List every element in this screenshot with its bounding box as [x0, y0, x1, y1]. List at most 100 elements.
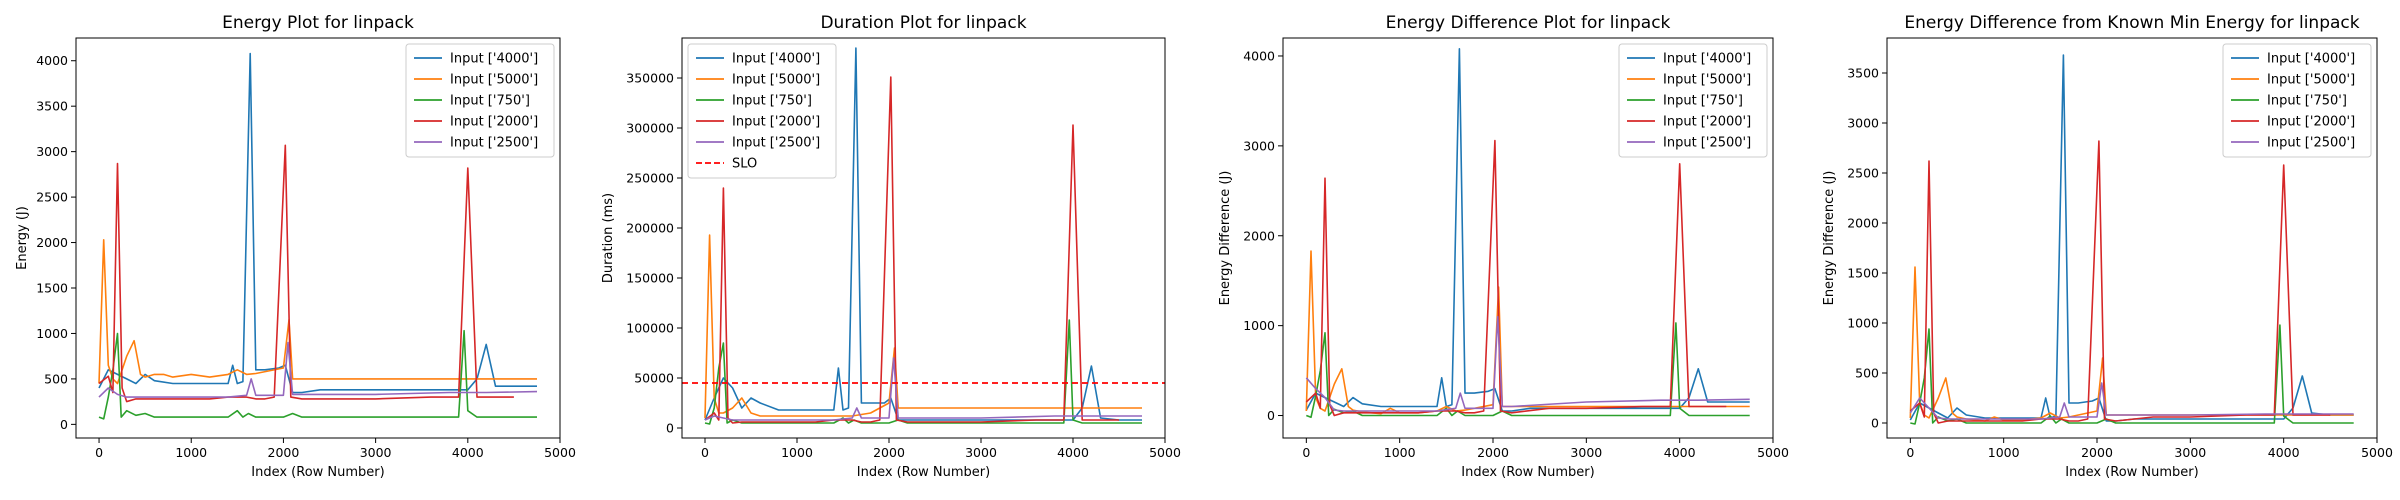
y-tick-label: 4000 [1243, 48, 1275, 63]
x-tick-label: 5000 [1757, 445, 1789, 460]
legend-label: Input ['2500'] [450, 136, 538, 151]
legend-label: Input ['5000'] [732, 73, 820, 88]
legend-label: Input ['2500'] [1663, 136, 1751, 151]
legend-label: Input ['5000'] [450, 73, 538, 88]
legend-label: Input ['2500'] [2267, 136, 2355, 151]
legend-box [405, 43, 555, 158]
legend-label: Input ['750'] [450, 94, 530, 109]
series-line-1 [704, 47, 1142, 421]
y-tick-label: 500 [44, 371, 68, 386]
x-tick-label: 1000 [175, 445, 207, 460]
y-tick-label: 250000 [626, 171, 674, 186]
legend-box [2222, 43, 2372, 158]
x-axis-label: Index (Row Number) [857, 465, 990, 480]
legend-label: Input ['750'] [1663, 94, 1743, 109]
y-tick-label: 3000 [36, 144, 68, 159]
y-axis-label: Energy Difference (J) [1218, 171, 1233, 306]
x-tick-label: 4000 [2268, 445, 2300, 460]
series-group [1909, 54, 2354, 425]
plot-frame [75, 37, 561, 439]
y-axis-label: Energy Difference (J) [1822, 171, 1837, 306]
x-tick-label: 5000 [2361, 445, 2393, 460]
plot-frame [1282, 37, 1774, 439]
series-line-4 [98, 144, 514, 403]
series-line-5 [704, 357, 1142, 421]
chart-title: Duration Plot for linpack [820, 13, 1026, 33]
y-tick-label: 500 [1855, 366, 1879, 381]
legend-label: Input ['5000'] [2267, 73, 2355, 88]
y-axis-label: Duration (ms) [601, 193, 616, 283]
x-tick-label: 4000 [1664, 445, 1696, 460]
y-tick-label: 4000 [36, 53, 68, 68]
chart-panel-1: Energy Plot for linpack 0 1000 2000 3000 4000… [15, 13, 576, 480]
chart-title: Energy Plot for linpack [222, 13, 414, 33]
x-tick-label: 1000 [781, 445, 813, 460]
x-tick-label: 0 [95, 445, 103, 460]
legend-box [1618, 43, 1768, 158]
legend-label: Input ['750'] [732, 94, 812, 109]
y-tick-label: 0 [1871, 416, 1879, 431]
y-tick-label: 1500 [1847, 266, 1879, 281]
chart-panel-2: Duration Plot for linpack 0 1000 2000 3000 40… [601, 13, 1181, 480]
series-line-5 [98, 341, 538, 398]
series-group [704, 47, 1142, 425]
legend-label: Input ['4000'] [450, 52, 538, 67]
x-tick-label: 5000 [544, 445, 576, 460]
x-axis-label: Index (Row Number) [251, 465, 384, 480]
y-tick-label: 1500 [36, 281, 68, 296]
series-line-1 [1909, 54, 2354, 422]
legend: Input ['4000'] Input ['5000'] Input ['750'… [2222, 43, 2372, 158]
x-tick-label: 0 [1302, 445, 1310, 460]
x-tick-label: 1000 [1988, 445, 2020, 460]
x-tick-label: 3000 [360, 445, 392, 460]
y-tick-label: 50000 [634, 371, 674, 386]
chart-title: Energy Difference from Known Min Energy … [1904, 13, 2359, 33]
x-tick-label: 5000 [1149, 445, 1181, 460]
plot-frame [1886, 37, 2378, 439]
series-line-5 [1909, 382, 2354, 420]
x-tick-label: 2000 [873, 445, 905, 460]
chart-title: Energy Difference Plot for linpack [1386, 13, 1671, 33]
y-tick-label: 350000 [626, 71, 674, 86]
series-line-5 [1305, 315, 1750, 412]
y-tick-label: 2000 [1847, 216, 1879, 231]
y-tick-label: 3500 [36, 99, 68, 114]
legend: Input ['4000'] Input ['5000'] Input ['750'… [1618, 43, 1768, 158]
y-tick-label: 3000 [1847, 116, 1879, 131]
y-tick-label: 1000 [1243, 318, 1275, 333]
x-tick-label: 0 [701, 445, 709, 460]
series-line-1 [1305, 47, 1750, 412]
series-line-2 [1909, 266, 2354, 422]
legend-box [687, 43, 837, 179]
series-line-2 [98, 239, 537, 385]
y-tick-label: 2000 [36, 235, 68, 250]
legend-label: Input ['4000'] [732, 52, 820, 67]
legend: Input ['4000'] Input ['5000'] Input ['750'… [405, 43, 555, 158]
legend-label: Input ['2500'] [732, 136, 820, 151]
legend-label: Input ['2000'] [2267, 115, 2355, 130]
series-line-2 [704, 234, 1142, 419]
y-tick-label: 100000 [626, 321, 674, 336]
y-tick-label: 0 [60, 417, 68, 432]
y-tick-label: 300000 [626, 121, 674, 136]
y-tick-label: 0 [1267, 408, 1275, 423]
x-axis-label: Index (Row Number) [1461, 465, 1594, 480]
y-tick-label: 0 [666, 421, 674, 436]
x-tick-label: 1000 [1384, 445, 1416, 460]
series-line-4 [1909, 140, 2331, 424]
x-tick-label: 2000 [268, 445, 300, 460]
x-tick-label: 3000 [1570, 445, 1602, 460]
y-tick-label: 2500 [36, 190, 68, 205]
chart-panel-4: Energy Difference from Known Min Energy … [1822, 13, 2393, 480]
x-tick-label: 2000 [2081, 445, 2113, 460]
y-tick-label: 2500 [1847, 166, 1879, 181]
legend-label: Input ['2000'] [732, 115, 820, 130]
x-tick-label: 2000 [1477, 445, 1509, 460]
legend-label: Input ['4000'] [2267, 52, 2355, 67]
y-tick-label: 3000 [1243, 138, 1275, 153]
legend-label: Input ['4000'] [1663, 52, 1751, 67]
y-axis-label: Energy (J) [15, 206, 30, 270]
x-tick-label: 4000 [452, 445, 484, 460]
series-line-3 [1910, 324, 2354, 425]
